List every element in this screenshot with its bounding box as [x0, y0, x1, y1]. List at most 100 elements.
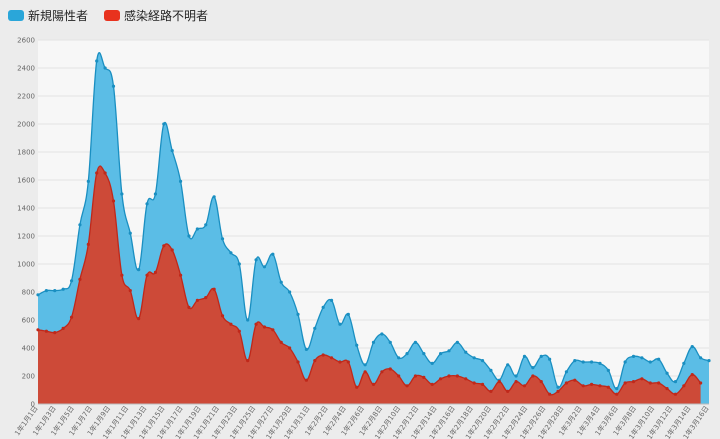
- data-point-unknown-route: [187, 305, 191, 309]
- data-point-new-cases: [355, 343, 359, 347]
- data-point-new-cases: [271, 252, 275, 256]
- data-point-unknown-route: [279, 340, 283, 344]
- y-tick-label: 800: [22, 289, 35, 297]
- data-point-new-cases: [413, 340, 418, 344]
- data-point-unknown-route: [78, 277, 82, 281]
- data-point-unknown-route: [103, 171, 107, 175]
- data-point-new-cases: [69, 279, 74, 283]
- data-point-new-cases: [296, 312, 300, 316]
- data-point-new-cases: [44, 289, 48, 293]
- data-point-new-cases: [589, 360, 594, 364]
- data-point-unknown-route: [145, 273, 149, 277]
- data-point-new-cases: [564, 370, 569, 374]
- data-point-new-cases: [707, 359, 711, 363]
- legend-item-new-cases[interactable]: 新規陽性者: [8, 7, 88, 24]
- data-point-unknown-route: [111, 199, 116, 203]
- y-tick-label: 1000: [17, 261, 35, 269]
- data-point-new-cases: [598, 361, 602, 365]
- data-point-unknown-route: [472, 381, 476, 385]
- data-point-unknown-route: [455, 374, 459, 378]
- data-point-new-cases: [657, 357, 661, 361]
- data-point-unknown-route: [489, 389, 493, 393]
- data-point-new-cases: [631, 354, 636, 358]
- data-point-new-cases: [648, 360, 652, 364]
- data-point-new-cases: [489, 368, 493, 372]
- y-tick-label: 400: [22, 345, 35, 353]
- data-point-new-cases: [237, 262, 241, 266]
- legend: 新規陽性者 感染経路不明者: [8, 7, 208, 24]
- data-point-unknown-route: [673, 392, 678, 396]
- data-point-new-cases: [86, 179, 90, 183]
- data-point-unknown-route: [371, 382, 376, 386]
- data-point-new-cases: [61, 287, 65, 291]
- legend-item-unknown-route[interactable]: 感染経路不明者: [104, 7, 208, 24]
- data-point-new-cases: [371, 340, 376, 344]
- data-point-unknown-route: [506, 389, 510, 393]
- data-point-new-cases: [187, 234, 191, 238]
- data-point-unknown-route: [44, 329, 48, 333]
- data-point-unknown-route: [61, 326, 65, 330]
- data-point-new-cases: [313, 326, 317, 330]
- data-point-unknown-route: [86, 242, 90, 246]
- data-point-new-cases: [304, 347, 308, 351]
- data-point-new-cases: [464, 350, 468, 354]
- data-point-unknown-route: [640, 377, 644, 381]
- data-point-new-cases: [178, 179, 183, 183]
- data-point-new-cases: [640, 356, 644, 360]
- data-point-new-cases: [78, 223, 82, 227]
- data-point-unknown-route: [564, 381, 569, 385]
- data-point-unknown-route: [522, 384, 527, 388]
- data-point-new-cases: [246, 318, 250, 322]
- legend-label-unknown-route: 感染経路不明者: [124, 9, 209, 23]
- data-point-unknown-route: [204, 296, 208, 300]
- data-point-unknown-route: [606, 385, 610, 389]
- data-point-new-cases: [539, 354, 543, 358]
- data-point-new-cases: [338, 322, 342, 326]
- data-point-new-cases: [480, 359, 485, 363]
- legend-swatch-new-cases: [8, 10, 24, 21]
- data-point-unknown-route: [53, 331, 57, 335]
- data-point-new-cases: [388, 340, 392, 344]
- data-point-unknown-route: [699, 381, 703, 385]
- data-point-unknown-route: [170, 248, 174, 252]
- data-point-unknown-route: [212, 287, 216, 291]
- data-point-new-cases: [321, 305, 325, 309]
- data-point-new-cases: [699, 356, 703, 360]
- data-point-unknown-route: [589, 382, 594, 386]
- data-point-unknown-route: [531, 374, 535, 378]
- data-point-new-cases: [665, 371, 669, 375]
- data-point-new-cases: [162, 122, 166, 126]
- data-point-new-cases: [439, 352, 443, 356]
- data-point-new-cases: [673, 380, 678, 384]
- data-point-new-cases: [405, 352, 409, 356]
- data-point-unknown-route: [321, 353, 325, 357]
- data-point-unknown-route: [296, 360, 300, 364]
- y-tick-label: 2400: [17, 65, 35, 73]
- data-point-new-cases: [153, 192, 158, 196]
- data-point-new-cases: [514, 374, 518, 378]
- data-point-unknown-route: [615, 392, 619, 396]
- data-point-new-cases: [254, 258, 258, 262]
- data-point-new-cases: [145, 202, 149, 206]
- data-point-new-cases: [195, 227, 199, 231]
- data-point-unknown-route: [313, 359, 317, 363]
- data-point-new-cases: [380, 332, 384, 336]
- data-point-new-cases: [615, 387, 619, 391]
- data-point-new-cases: [279, 280, 283, 284]
- data-point-unknown-route: [137, 317, 141, 321]
- data-point-unknown-route: [128, 289, 132, 293]
- data-point-unknown-route: [120, 273, 124, 277]
- data-point-unknown-route: [338, 360, 342, 364]
- data-point-unknown-route: [229, 322, 233, 326]
- data-point-new-cases: [262, 265, 267, 269]
- data-point-unknown-route: [623, 381, 627, 385]
- data-point-new-cases: [288, 290, 292, 294]
- legend-label-new-cases: 新規陽性者: [28, 9, 89, 23]
- data-point-new-cases: [128, 231, 132, 235]
- data-point-unknown-route: [413, 374, 418, 378]
- data-point-unknown-route: [690, 373, 694, 377]
- data-point-new-cases: [137, 268, 141, 272]
- data-point-unknown-route: [682, 384, 686, 388]
- data-point-unknown-route: [153, 270, 158, 274]
